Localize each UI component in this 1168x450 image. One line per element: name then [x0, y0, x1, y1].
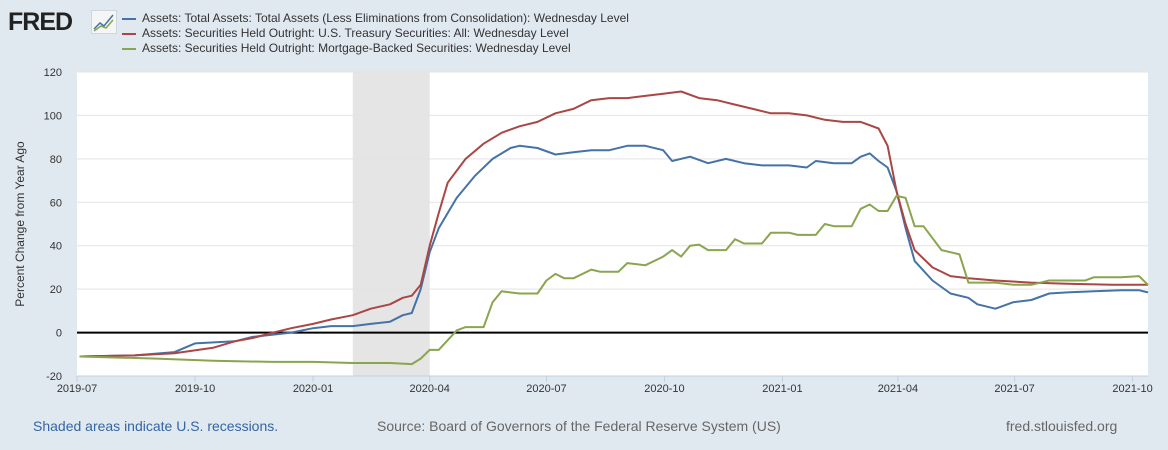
- y-tick-label: 0: [56, 328, 62, 340]
- legend-swatch: [122, 32, 136, 35]
- legend: Assets: Total Assets: Total Assets (Less…: [122, 11, 629, 56]
- legend-label: Assets: Securities Held Outright: U.S. T…: [142, 26, 569, 40]
- legend-swatch: [122, 47, 136, 50]
- legend-item[interactable]: Assets: Securities Held Outright: Mortga…: [122, 41, 629, 56]
- y-axis-label: Percent Change from Year Ago: [13, 141, 27, 307]
- x-tick-label: 2020-04: [410, 383, 450, 395]
- y-tick-label: 20: [50, 284, 62, 296]
- x-tick-label: 2020-10: [644, 383, 684, 395]
- y-tick-label: 60: [50, 197, 62, 209]
- x-tick-label: 2020-01: [293, 383, 333, 395]
- plot-area: [77, 72, 1148, 376]
- y-tick-label: -20: [46, 371, 62, 383]
- x-tick-label: 2019-07: [57, 383, 97, 395]
- x-tick-label: 2021-10: [1112, 383, 1152, 395]
- x-tick-label: 2021-01: [762, 383, 802, 395]
- site-link[interactable]: fred.stlouisfed.org: [1006, 418, 1118, 434]
- x-tick-label: 2020-07: [526, 383, 566, 395]
- recession-note-link[interactable]: Shaded areas indicate U.S. recessions.: [33, 418, 279, 434]
- y-tick-label: 40: [50, 241, 62, 253]
- legend-item[interactable]: Assets: Total Assets: Total Assets (Less…: [122, 11, 629, 26]
- fred-logo: FRED: [8, 8, 73, 36]
- chart-logo-icon: [91, 10, 117, 34]
- y-tick-label: 120: [44, 67, 62, 79]
- legend-swatch: [122, 17, 136, 20]
- legend-item[interactable]: Assets: Securities Held Outright: U.S. T…: [122, 26, 629, 41]
- series-line-2: [79, 90, 1148, 358]
- series-line-3: [79, 194, 1149, 366]
- series-line-1: [79, 144, 1149, 358]
- recession-shade: [352, 72, 430, 376]
- source-note: Source: Board of Governors of the Federa…: [377, 418, 781, 434]
- legend-label: Assets: Total Assets: Total Assets (Less…: [142, 11, 629, 25]
- x-tick-label: 2021-04: [878, 383, 918, 395]
- x-tick-label: 2021-07: [994, 383, 1034, 395]
- x-tick-label: 2019-10: [175, 383, 215, 395]
- y-tick-label: 100: [44, 110, 62, 122]
- legend-label: Assets: Securities Held Outright: Mortga…: [142, 41, 571, 55]
- y-tick-label: 80: [50, 154, 62, 166]
